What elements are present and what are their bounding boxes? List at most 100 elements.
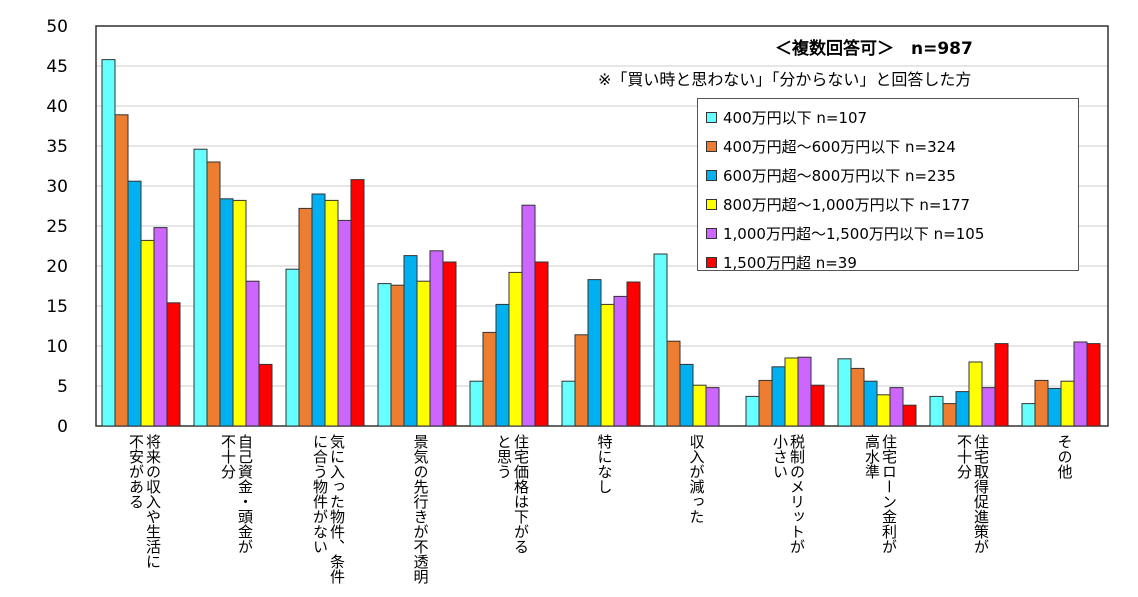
x-tick-label: 自己資金・頭金が 不十分 <box>219 434 254 554</box>
bar <box>613 295 628 427</box>
legend-label: 400万円超～600万円以下 n=324 <box>723 138 956 156</box>
bar <box>968 361 983 427</box>
legend-label: 600万円超～800万円以下 n=235 <box>723 167 956 185</box>
bar <box>1047 387 1062 427</box>
legend-label: 1,000万円超～1,500万円以下 n=105 <box>723 225 985 243</box>
bar <box>745 395 760 427</box>
bar <box>1086 343 1101 427</box>
x-tick-label: 住宅価格は下がる と思う <box>495 434 530 554</box>
bar <box>1021 403 1036 427</box>
bar <box>166 302 181 427</box>
chart-title: ＜複数回答可＞ n=987 <box>775 39 973 59</box>
legend-item: 400万円超～600万円以下 n=324 <box>706 132 1078 161</box>
bar <box>574 334 589 427</box>
bar <box>193 148 208 427</box>
x-tick-label: 特になし <box>595 434 614 494</box>
y-tick-label: 50 <box>46 17 68 37</box>
legend-swatch <box>706 228 717 239</box>
x-tick-label: 収入が減った <box>687 434 706 524</box>
bar <box>955 391 970 427</box>
x-tick-label: 住宅ローン金利が 高水準 <box>863 434 898 554</box>
bar <box>298 207 313 427</box>
legend-swatch <box>706 199 717 210</box>
bar <box>850 367 865 427</box>
legend-swatch <box>706 170 717 181</box>
bar <box>810 384 825 427</box>
bar <box>902 404 917 427</box>
y-tick-label: 0 <box>57 417 68 437</box>
bar <box>942 403 957 427</box>
bar <box>311 193 326 427</box>
bar <box>666 340 681 427</box>
legend-label: 1,500万円超 n=39 <box>723 254 857 272</box>
legend-item: 400万円以下 n=107 <box>706 103 1078 132</box>
bar <box>114 114 129 427</box>
bar <box>929 395 944 427</box>
bar <box>679 363 694 427</box>
bar <box>600 303 615 427</box>
bar <box>521 204 536 427</box>
bar <box>1060 380 1075 427</box>
legend: 400万円以下 n=107 400万円超～600万円以下 n=324 600万円超～… <box>697 98 1079 272</box>
bar <box>101 59 116 427</box>
bar <box>771 366 786 427</box>
bar <box>377 283 392 427</box>
y-tick-label: 10 <box>46 337 68 357</box>
bar <box>232 199 247 427</box>
x-tick-label: その他 <box>1055 434 1074 479</box>
legend-label: 800万円超～1,000万円以下 n=177 <box>723 196 971 214</box>
x-tick-label: 景気の先行きが不透明 <box>411 434 430 584</box>
legend-item: 1,000万円超～1,500万円以下 n=105 <box>706 219 1078 248</box>
bar <box>797 356 812 427</box>
bar <box>127 180 142 427</box>
bar <box>390 284 405 427</box>
bar <box>285 268 300 427</box>
bar <box>403 255 418 427</box>
legend-item: 600万円超～800万円以下 n=235 <box>706 161 1078 190</box>
bar <box>258 363 273 427</box>
bar <box>337 219 352 427</box>
y-tick-label: 40 <box>46 97 68 117</box>
bar <box>626 281 641 427</box>
bar <box>784 357 799 427</box>
x-tick-label: 税制のメリットが 小さい <box>771 434 806 554</box>
bar <box>495 303 510 427</box>
bar <box>863 380 878 427</box>
x-tick-label: 住宅取得促進策が 不十分 <box>955 434 990 554</box>
y-tick-label: 35 <box>46 137 68 157</box>
bar <box>692 384 707 427</box>
bar <box>416 280 431 427</box>
bar <box>876 394 891 427</box>
bar <box>561 380 576 427</box>
bar <box>587 279 602 427</box>
bar <box>350 179 365 427</box>
chart-subtitle: ※「買い時と思わない」「分からない」と回答した方 <box>598 70 972 89</box>
bar <box>705 387 720 427</box>
bar <box>153 227 168 427</box>
legend-label: 400万円以下 n=107 <box>723 109 868 127</box>
legend-item: 800万円超～1,000万円以下 n=177 <box>706 190 1078 219</box>
bar <box>889 387 904 427</box>
bar <box>981 387 996 427</box>
bar <box>508 271 523 427</box>
legend-item: 1,500万円超 n=39 <box>706 248 1078 277</box>
y-tick-label: 5 <box>57 377 68 397</box>
bar <box>140 239 155 427</box>
bar <box>324 199 339 427</box>
bar <box>442 261 457 427</box>
legend-swatch <box>706 112 717 123</box>
x-tick-label: 将来の収入や生活に 不安がある <box>127 434 162 569</box>
legend-swatch <box>706 141 717 152</box>
bar <box>429 250 444 427</box>
legend-swatch <box>706 257 717 268</box>
bar <box>653 253 668 427</box>
bar <box>219 198 234 427</box>
bar <box>206 161 221 427</box>
bar <box>245 280 260 427</box>
y-tick-label: 45 <box>46 57 68 77</box>
y-tick-label: 20 <box>46 257 68 277</box>
bar <box>482 331 497 427</box>
y-tick-label: 15 <box>46 297 68 317</box>
